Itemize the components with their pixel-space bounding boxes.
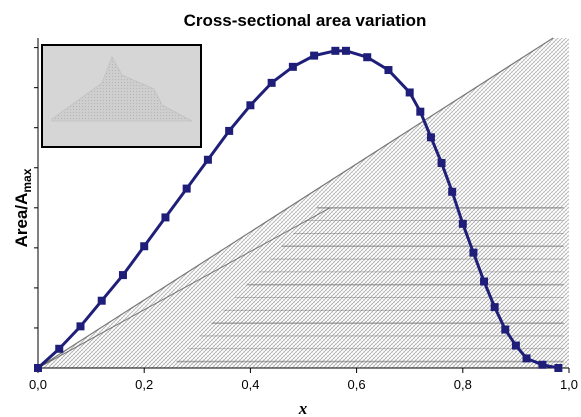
x-tick-label: 0,0 — [29, 377, 47, 392]
x-tick-labels: 0,0 0,2 0,4 0,6 0,8 1,0 — [29, 377, 578, 392]
data-point — [384, 66, 393, 75]
data-point — [76, 322, 85, 331]
data-point — [538, 360, 547, 369]
data-point — [246, 101, 255, 110]
axes — [34, 38, 570, 373]
data-point — [363, 53, 372, 62]
background-fan — [38, 207, 569, 368]
data-point — [225, 126, 234, 135]
inset-image — [41, 44, 202, 148]
x-tick-label: 1,0 — [560, 377, 578, 392]
background-edge — [37, 207, 331, 369]
data-point — [426, 133, 435, 142]
data-point — [469, 248, 478, 257]
series-layer — [34, 46, 563, 372]
data-point — [267, 78, 276, 87]
data-point — [341, 46, 350, 55]
x-tick-label: 0,6 — [348, 377, 366, 392]
data-point — [331, 46, 340, 55]
data-point — [118, 271, 127, 280]
data-point — [437, 158, 446, 167]
x-tick-label: 0,4 — [241, 377, 259, 392]
data-point — [161, 213, 170, 222]
data-point — [34, 364, 42, 372]
data-point — [405, 88, 414, 97]
data-point — [310, 51, 319, 60]
y-axis-label: Area/Amax — [12, 168, 34, 247]
data-point — [522, 354, 531, 363]
data-point — [554, 364, 563, 372]
data-point — [203, 155, 212, 164]
y-axis-label-main: Area/A — [12, 193, 31, 248]
series-line — [36, 49, 559, 370]
inset-shape — [51, 55, 193, 122]
data-point — [288, 62, 297, 71]
y-axis-label-subscript: max — [20, 168, 34, 192]
data-point — [182, 184, 191, 193]
data-point — [416, 107, 425, 116]
data-point — [511, 341, 520, 350]
x-tick-label: 0,8 — [454, 377, 472, 392]
background-image — [37, 37, 569, 369]
chart-title: Cross-sectional area variation — [184, 11, 427, 30]
data-point — [55, 344, 64, 353]
data-point — [448, 187, 457, 196]
data-point — [480, 277, 489, 286]
data-point — [458, 219, 467, 228]
data-point — [140, 242, 149, 251]
x-axis-label: x — [298, 399, 308, 417]
data-point — [501, 325, 510, 334]
background-edge — [37, 37, 554, 369]
data-point — [490, 303, 499, 312]
x-tick-label: 0,2 — [135, 377, 153, 392]
svg-text:Area/Amax: Area/Amax — [12, 168, 34, 247]
data-point — [97, 296, 106, 305]
